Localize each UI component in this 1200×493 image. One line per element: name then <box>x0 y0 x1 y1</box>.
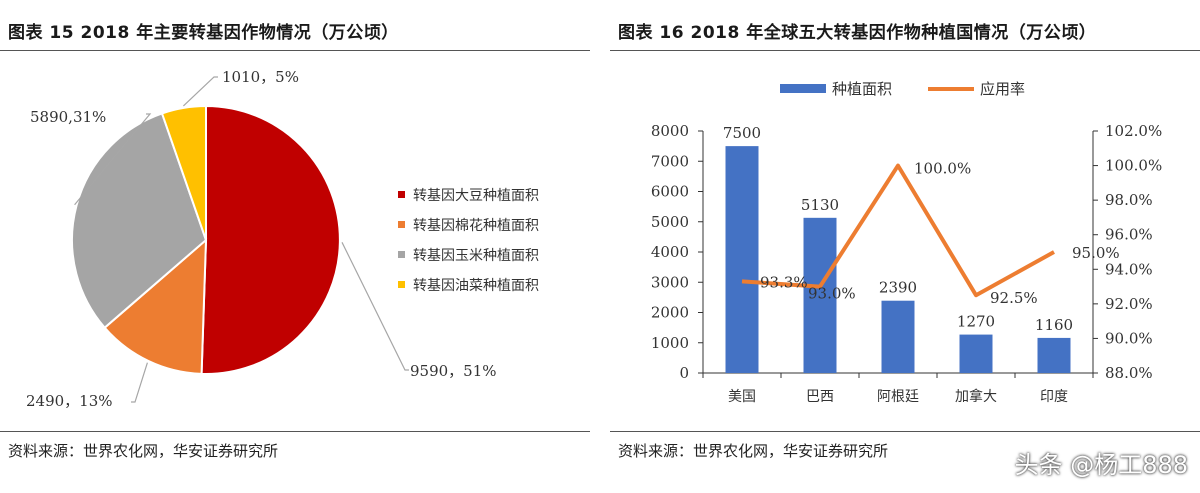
y-left-tick-label: 3000 <box>651 273 689 291</box>
line-data-label-0: 93.3% <box>760 273 808 291</box>
y-right-tick-label: 98.0% <box>1105 191 1153 209</box>
y-left-tick-label: 6000 <box>651 183 689 201</box>
legend-swatch-bar <box>780 84 826 93</box>
pie-data-label-2: 5890,31% <box>30 108 106 126</box>
pie-data-label-1: 2490，13% <box>26 392 113 410</box>
bar-data-label-2: 2390 <box>879 279 917 297</box>
y-right-tick-label: 92.0% <box>1105 295 1153 313</box>
y-right-tick-label: 102.0% <box>1105 122 1162 140</box>
line-data-label-1: 93.0% <box>808 285 856 303</box>
bar-1 <box>803 217 837 373</box>
bar-line-chart: 0 1000 2000 3000 4000 5000 6000 7000 8000 88.0% 90… <box>651 80 1162 405</box>
pie-slice-0 <box>200 104 341 375</box>
bar-0 <box>725 146 759 373</box>
x-tick-label-0: 美国 <box>728 389 756 405</box>
title-divider <box>610 50 1200 51</box>
pie-slice-1 <box>103 237 208 375</box>
legend-label-2: 转基因玉米种植面积 <box>413 247 539 264</box>
x-tick-label-1: 巴西 <box>806 389 834 405</box>
bar-data-label-3: 1270 <box>957 313 995 331</box>
bar-data-label-4: 1160 <box>1035 316 1073 334</box>
figure-16-panel: 图表 16 2018 年全球五大转基因作物种植国情况（万公顷） 0 1000 200… <box>610 0 1200 493</box>
pie-leader-line-3 <box>182 76 218 107</box>
source-divider <box>0 431 590 432</box>
y-right-tick-label: 90.0% <box>1105 329 1153 347</box>
watermark: 头条 @杨工888 <box>1014 451 1188 479</box>
line-data-label-3: 92.5% <box>990 289 1038 307</box>
pie-leader-line-2 <box>74 113 152 206</box>
bar-data-label-0: 7500 <box>723 124 761 142</box>
pie-chart: 9590，51% 2490，13% 5890,31% 1010，5% 转基因大豆种植面积… <box>26 68 539 410</box>
bar-data-label-1: 5130 <box>801 196 839 214</box>
figure-16-source: 资料来源：世界农化网，华安证券研究所 <box>618 442 889 460</box>
y-left-tick-label: 2000 <box>651 304 689 322</box>
legend-label-bar: 种植面积 <box>832 80 892 98</box>
legend-swatch-2 <box>398 251 405 258</box>
x-tick-label-4: 印度 <box>1040 389 1068 405</box>
y-right-tick-label: 100.0% <box>1105 157 1162 175</box>
title-divider <box>0 50 590 51</box>
pie-data-label-3: 1010，5% <box>222 68 299 86</box>
y-right-tick-label: 96.0% <box>1105 226 1153 244</box>
legend-label-1: 转基因棉花种植面积 <box>413 217 539 234</box>
figure-15-source: 资料来源：世界农化网，华安证券研究所 <box>8 442 279 460</box>
y-left-tick-label: 4000 <box>651 243 689 261</box>
y-left-tick-label: 1000 <box>651 334 689 352</box>
legend-swatch-0 <box>398 191 405 198</box>
pie-leader-line-0 <box>341 242 409 371</box>
source-divider <box>610 431 1200 432</box>
legend-label-3: 转基因油菜种植面积 <box>413 277 539 294</box>
bar-3 <box>959 334 993 373</box>
line-data-label-2: 100.0% <box>914 160 971 178</box>
x-tick-label-3: 加拿大 <box>955 388 997 405</box>
y-left-tick-label: 8000 <box>651 122 689 140</box>
figure-15-panel: 图表 15 2018 年主要转基因作物情况（万公顷） 9590，51% 2490，… <box>0 0 590 493</box>
pie-leader-line-1 <box>131 362 148 403</box>
legend-label-line: 应用率 <box>980 80 1025 98</box>
figure-16-title: 图表 16 2018 年全球五大转基因作物种植国情况（万公顷） <box>618 23 1097 43</box>
bar-4 <box>1037 337 1071 373</box>
y-left-tick-label: 7000 <box>651 152 689 170</box>
bar-2 <box>881 300 915 373</box>
y-right-tick-label: 88.0% <box>1105 364 1153 382</box>
pie-slice-3 <box>160 104 207 241</box>
pie-data-label-0: 9590，51% <box>410 362 497 380</box>
x-tick-label-2: 阿根廷 <box>877 389 919 405</box>
y-left-tick-label: 5000 <box>651 213 689 231</box>
legend-label-0: 转基因大豆种植面积 <box>413 187 539 204</box>
line-data-label-4: 95.0% <box>1072 244 1120 262</box>
legend-swatch-3 <box>398 281 405 288</box>
y-left-tick-label: 0 <box>679 364 689 382</box>
figure-15-title: 图表 15 2018 年主要转基因作物情况（万公顷） <box>8 23 399 43</box>
legend-swatch-1 <box>398 221 405 228</box>
y-right-tick-label: 94.0% <box>1105 260 1153 278</box>
